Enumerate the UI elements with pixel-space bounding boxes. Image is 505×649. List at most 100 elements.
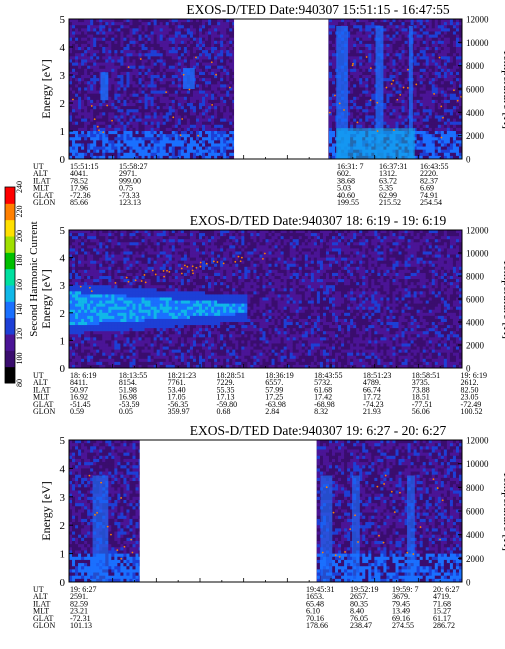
table-cell: 69.16: [392, 614, 410, 623]
table-cell: 18:28:51: [216, 371, 244, 380]
table-cell: 18:21:23: [168, 371, 196, 380]
table-cell: 57.99: [265, 385, 283, 394]
temperature-points: [79, 252, 266, 293]
table-cell: 63.72: [379, 176, 397, 185]
table-row-label: MLT: [33, 607, 49, 616]
table-cell: -59.80: [216, 400, 237, 409]
table-cell: 3679.: [392, 592, 410, 601]
y2-tick-label: 0: [466, 364, 471, 374]
table-cell: 65.48: [306, 599, 324, 608]
table-row-label: GLON: [33, 407, 55, 416]
table-cell: 82.37: [420, 176, 438, 185]
table-cell: 8.40: [350, 607, 364, 616]
y2-tick-label: 12000: [466, 226, 489, 236]
colorbar-label: Second Harmonic Current: [28, 221, 40, 336]
table-cell: 0.68: [216, 407, 230, 416]
table-cell: 2591.: [70, 592, 88, 601]
colorbar-segment: [5, 317, 15, 335]
table-cell: 15.27: [433, 607, 451, 616]
table-cell: 0.75: [119, 184, 133, 193]
streak: [336, 26, 349, 159]
table-cell: 274.55: [392, 621, 414, 630]
y2-tick-label: 6000: [466, 85, 485, 95]
table-cell: 23.05: [461, 393, 479, 402]
y-axis-left: 0 1 2 3 4 5 Energy [eV]: [39, 225, 73, 375]
panel-title: EXOS-D/TED Date:940307 18: 6:19 - 19: 6:…: [190, 213, 447, 228]
colorbar-segment: [5, 252, 15, 270]
y-axis-label: Energy [eV]: [39, 481, 53, 540]
table-cell: 19:59: 7: [392, 585, 418, 594]
y-tick-label: 1: [60, 335, 66, 347]
table-cell: 78.52: [70, 176, 88, 185]
panel-1: EXOS-D/TED Date:940307 15:51:15 - 16:47:…: [33, 2, 505, 207]
colorbar-tick-label: 220: [15, 206, 24, 218]
table-cell: 80.35: [350, 599, 368, 608]
table-cell: 8154.: [119, 378, 137, 387]
y-tick-label: 2: [60, 520, 66, 532]
y2-axis-label: Temperature [K]: [501, 49, 505, 129]
table-cell: 17.42: [314, 393, 332, 402]
colorbar-tick-label: 140: [15, 304, 24, 316]
table-cell: -72.49: [461, 400, 482, 409]
colorbar-tick-label: 160: [15, 279, 24, 291]
y-tick-label: 0: [60, 363, 66, 375]
table-cell: 18:58:51: [412, 371, 440, 380]
table-cell: 15:58:27: [119, 162, 147, 171]
table-cell: 19:52:19: [350, 585, 378, 594]
table-cell: 18: 6:19: [70, 371, 96, 380]
table-cell: 8.32: [314, 407, 328, 416]
table-cell: 2657.: [350, 592, 368, 601]
table-cell: 215.52: [379, 198, 401, 207]
table-cell: 238.47: [350, 621, 372, 630]
y2-tick-label: 6000: [466, 507, 485, 517]
table-cell: -53.59: [119, 400, 140, 409]
spectrogram: [69, 19, 463, 160]
colorbar-tick-label: 240: [15, 181, 24, 193]
table-cell: 82.59: [70, 599, 88, 608]
table-cell: 0.05: [119, 407, 133, 416]
table-cell: 178.66: [306, 621, 328, 630]
table-cell: 16.98: [119, 393, 137, 402]
table-cell: 286.72: [433, 621, 455, 630]
table-cell: 20: 6:27: [433, 585, 459, 594]
ephemeris-table: UT 18: 6:19 18:13:55 18:21:23 18:28:51 18:36:…: [33, 371, 487, 416]
data-gap: [234, 19, 329, 159]
streak: [92, 475, 109, 582]
ephemeris-table: UT 19: 6:27 19:45:31 19:52:19 19:59: 7 20: 6:…: [33, 585, 459, 630]
table-cell: 71.68: [433, 599, 451, 608]
panel-3: EXOS-D/TED Date:940307 19: 6:27 - 20: 6:…: [33, 423, 505, 630]
table-cell: 6.69: [420, 184, 434, 193]
table-cell: 4041.: [70, 169, 88, 178]
y-tick-label: 1: [60, 126, 66, 138]
table-cell: 2971.: [119, 169, 137, 178]
table-cell: 55.35: [216, 385, 234, 394]
table-cell: 3735.: [412, 378, 430, 387]
table-cell: 13.49: [392, 607, 410, 616]
panel-title: EXOS-D/TED Date:940307 19: 6:27 - 20: 6:…: [190, 423, 447, 438]
y-tick-label: 3: [60, 70, 66, 82]
streak: [320, 475, 333, 582]
y-tick-label: 0: [60, 577, 66, 589]
table-cell: 17.13: [216, 393, 234, 402]
table-cell: -68.98: [314, 400, 335, 409]
colorbar-tick-label: 80: [15, 379, 24, 387]
y2-tick-label: 12000: [466, 436, 489, 446]
table-cell: 999.00: [119, 176, 141, 185]
y2-tick-label: 8000: [466, 61, 485, 71]
table-cell: 2612.: [461, 378, 479, 387]
table-cell: 40.60: [337, 191, 355, 200]
table-cell: 17.72: [363, 393, 381, 402]
table-cell: 1653.: [306, 592, 324, 601]
y-tick-label: 0: [60, 154, 66, 166]
table-cell: 1312.: [379, 169, 397, 178]
table-cell: -72.36: [70, 191, 91, 200]
streak: [375, 26, 384, 159]
y2-tick-label: 0: [466, 578, 471, 588]
streak: [408, 26, 413, 159]
table-row-label: MLT: [33, 393, 49, 402]
table-cell: 5.35: [379, 184, 393, 193]
table-cell: 8411.: [70, 378, 88, 387]
table-cell: 5732.: [314, 378, 332, 387]
y-axis-right: 0 2000 4000 6000 8000 10000 12000 Temperature […: [458, 436, 505, 588]
table-cell: 7229.: [216, 378, 234, 387]
